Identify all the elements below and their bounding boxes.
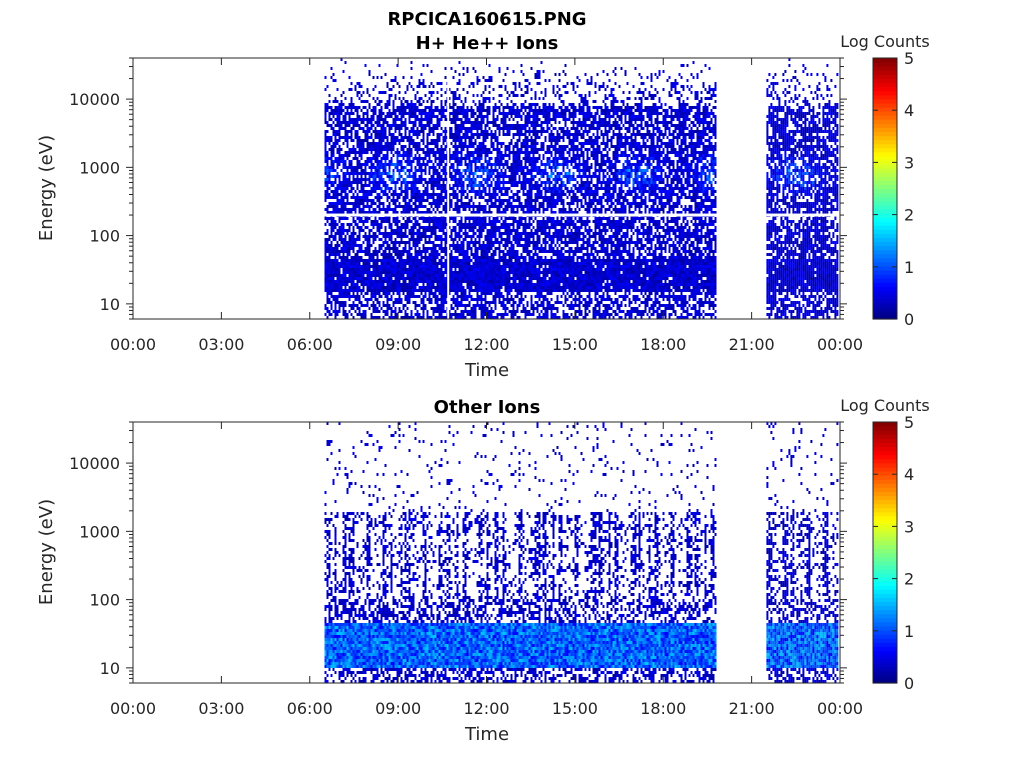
x-tick-label: 00:00 <box>817 335 863 354</box>
panel-2: Other Ions 00:00 03:00 06:00 09:00 12:00 15:0… <box>36 396 930 745</box>
colorbar-tick-label: 1 <box>904 622 914 641</box>
colorbar-tick-label: 3 <box>904 517 914 536</box>
colorbar-tick-label: 0 <box>904 310 914 329</box>
x-tick-label: 00:00 <box>110 699 156 718</box>
colorbar-tick-label: 1 <box>904 258 914 277</box>
y-tick-label: 10 <box>100 659 120 678</box>
figure-title: RPCICA160615.PNG <box>387 9 586 30</box>
panel-1: H+ He++ Ions 00:00 03:00 06:00 09:00 12:00 15… <box>36 32 930 381</box>
x-tick-label: 03:00 <box>198 699 244 718</box>
y-tick-label: 1000 <box>79 522 120 541</box>
x-tick-label: 00:00 <box>817 699 863 718</box>
x-tick-label: 09:00 <box>375 699 421 718</box>
y-tick-label: 100 <box>89 591 120 610</box>
x-tick-label: 00:00 <box>110 335 156 354</box>
x-tick-label: 12:00 <box>463 699 509 718</box>
panel-2-colorbar-label: Log Counts <box>840 396 930 415</box>
colorbar-tick-label: 5 <box>904 49 914 68</box>
panel-1-xlabel: Time <box>464 360 509 381</box>
panel-1-colorbar-label: Log Counts <box>840 32 930 51</box>
x-tick-label: 06:00 <box>287 335 333 354</box>
colorbar-tick-label: 2 <box>904 206 914 225</box>
panel-1-ylabel: Energy (eV) <box>36 135 57 241</box>
panel-2-colorbar: 0 1 2 3 4 5 <box>872 413 914 693</box>
y-tick-label: 1000 <box>79 158 120 177</box>
y-tick-label: 10000 <box>69 90 120 109</box>
x-tick-label: 18:00 <box>640 335 686 354</box>
x-tick-label: 18:00 <box>640 699 686 718</box>
x-tick-label: 09:00 <box>375 335 421 354</box>
panel-1-colorbar: 0 1 2 3 4 5 <box>872 49 914 329</box>
panel-2-heatmap <box>133 422 840 683</box>
panel-1-heatmap <box>133 58 840 319</box>
panel-2-title: Other Ions <box>434 397 541 418</box>
panel-2-ylabel: Energy (eV) <box>36 499 57 605</box>
panel-1-xticks: 00:00 03:00 06:00 09:00 12:00 15:00 18:00 21:00… <box>110 58 863 354</box>
x-tick-label: 12:00 <box>463 335 509 354</box>
panel-2-yticks: 10 100 1000 10000 <box>69 421 847 684</box>
panel-1-yticks: 10 100 1000 10000 <box>69 57 847 320</box>
colorbar-tick-label: 4 <box>904 101 914 120</box>
y-tick-label: 100 <box>89 227 120 246</box>
x-tick-label: 21:00 <box>729 335 775 354</box>
y-tick-label: 10000 <box>69 454 120 473</box>
y-tick-label: 10 <box>100 295 120 314</box>
x-tick-label: 15:00 <box>552 335 598 354</box>
panel-2-xlabel: Time <box>464 724 509 745</box>
colorbar-tick-label: 2 <box>904 570 914 589</box>
panel-2-xticks: 00:00 03:00 06:00 09:00 12:00 15:00 18:00 21:00… <box>110 422 863 718</box>
x-tick-label: 03:00 <box>198 335 244 354</box>
colorbar-tick-label: 5 <box>904 413 914 432</box>
x-tick-label: 15:00 <box>552 699 598 718</box>
colorbar-tick-label: 0 <box>904 674 914 693</box>
colorbar-tick-label: 3 <box>904 153 914 172</box>
x-tick-label: 06:00 <box>287 699 333 718</box>
panel-1-title: H+ He++ Ions <box>416 33 559 54</box>
colorbar-tick-label: 4 <box>904 465 914 484</box>
x-tick-label: 21:00 <box>729 699 775 718</box>
